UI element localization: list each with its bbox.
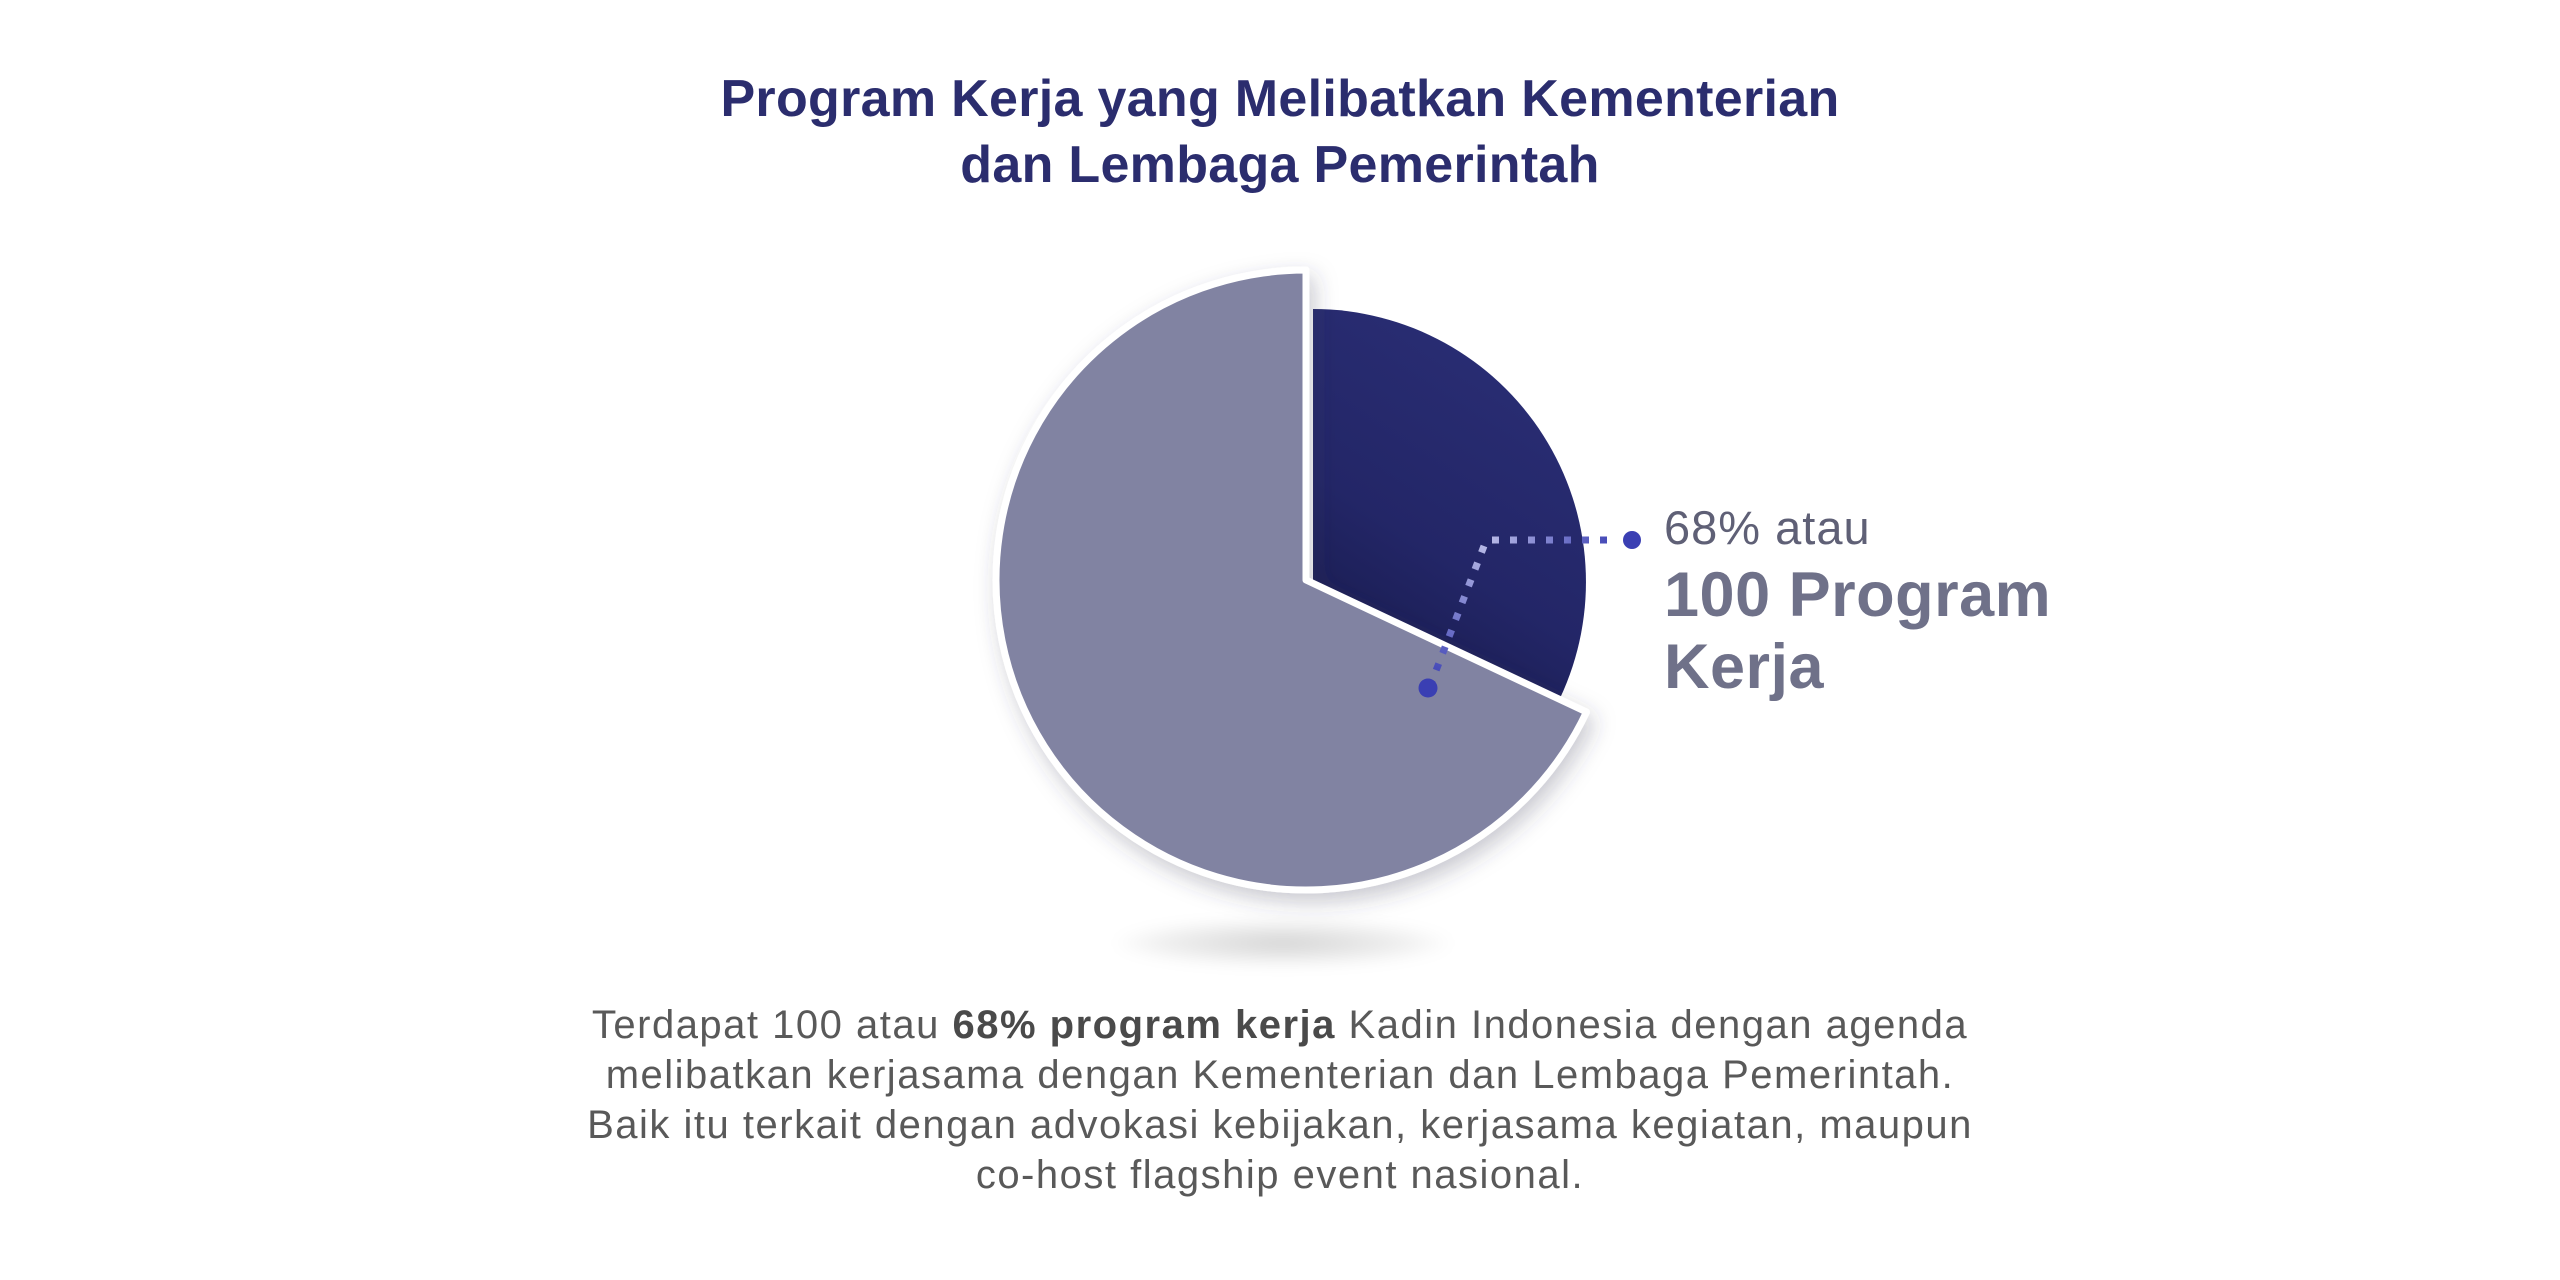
description-line-3: Baik itu terkait dengan advokasi kebijak… [587, 1103, 1973, 1147]
page-title-line1: Program Kerja yang Melibatkan Kementeria… [720, 70, 1840, 128]
leader-anchor-dot [1418, 678, 1438, 698]
leader-end-dot [1623, 531, 1641, 549]
description-line-4: co-host flagship event nasional. [975, 1153, 1585, 1197]
description-line-1: Terdapat 100 atau 68% program kerja Kadi… [0, 1000, 2560, 1050]
callout-leader-line [1418, 531, 1641, 698]
callout-percent: 68% atau [1664, 501, 1871, 554]
pie-slice-other [1313, 309, 1586, 699]
page-title-line2: dan Lembaga Pemerintah [960, 136, 1600, 194]
description-line1-regular-a: Terdapat 100 atau [591, 1003, 953, 1047]
callout-value: 100 Program Kerja [1664, 560, 2052, 702]
pie-slice-kementerian [992, 266, 1590, 894]
page-title: Program Kerja yang Melibatkan Kementeria… [0, 66, 2560, 198]
leader-diagonal-dots [1428, 544, 1488, 683]
description-line-2: melibatkan kerjasama dengan Kementerian … [605, 1053, 1955, 1097]
description-line1-regular-b: Kadin Indonesia dengan agenda [1335, 1003, 1969, 1047]
pie-ground-shadow [1053, 911, 1513, 975]
description-paragraph: Terdapat 100 atau 68% program kerja Kadi… [0, 1000, 2560, 1200]
slice-callout: 68% atau 100 Program Kerja [1664, 503, 2124, 703]
description-line1-bold: 68% program kerja [952, 1003, 1336, 1047]
